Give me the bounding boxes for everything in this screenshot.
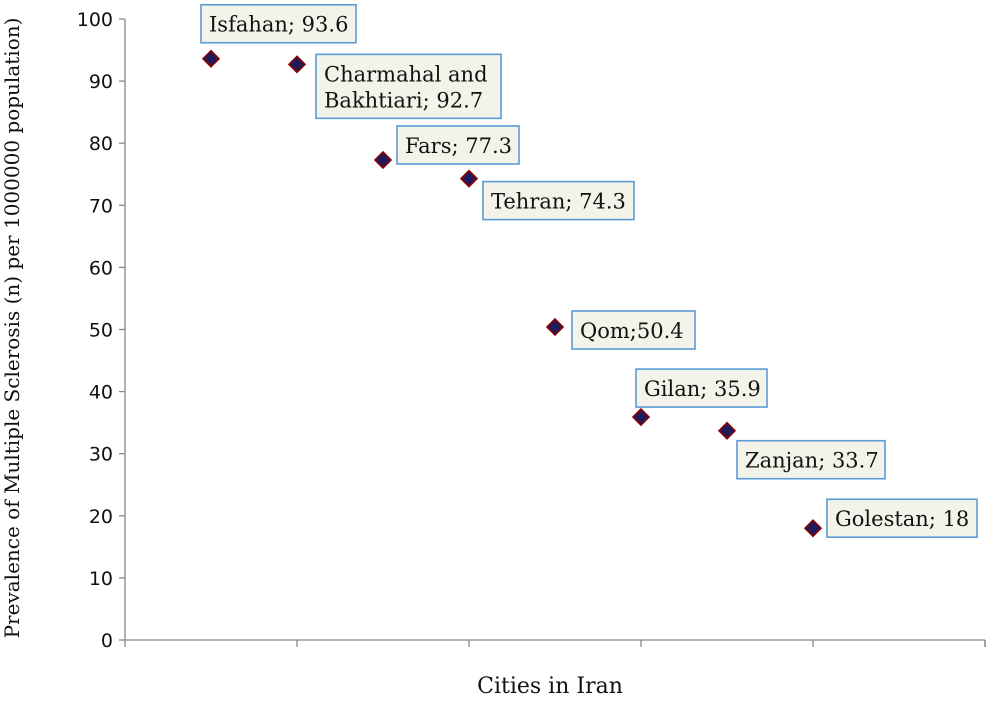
- data-point-marker: [631, 407, 651, 427]
- data-label-callout: Qom;50.4: [571, 310, 696, 350]
- y-tick-label: 10: [89, 568, 113, 590]
- data-label: Golestan; 18: [835, 507, 969, 531]
- data-point-marker: [803, 519, 823, 538]
- callout-box: [635, 368, 768, 408]
- y-axis-ticks: 0 10 20 30 40 50 60 70 80 90 100: [77, 9, 125, 652]
- data-label: Zanjan; 33.7: [745, 449, 879, 473]
- data-label: Isfahan; 93.6: [209, 13, 348, 37]
- data-label: Tehran; 74.3: [491, 190, 626, 214]
- callout-box: [315, 53, 502, 120]
- data-point-marker: [459, 169, 479, 188]
- data-point-marker: [373, 150, 393, 170]
- callout-box: [200, 3, 357, 44]
- data-label-callout: Gilan; 35.9: [635, 368, 768, 408]
- y-tick-label: 40: [89, 382, 113, 404]
- callout-box: [396, 125, 520, 165]
- data-label: Fars; 77.3: [405, 134, 512, 158]
- y-tick-label: 30: [89, 444, 113, 466]
- y-tick-label: 100: [77, 9, 113, 31]
- data-label-callout: Golestan; 18: [826, 498, 978, 539]
- data-point-marker: [201, 49, 221, 68]
- data-label: Gilan; 35.9: [644, 377, 761, 401]
- y-axis-title: Prevalence of Multiple Sclerosis (n) per…: [0, 18, 24, 639]
- callout-box: [482, 180, 635, 221]
- x-axis-title: Cities in Iran: [477, 674, 623, 699]
- data-label-callout: Tehran; 74.3: [482, 180, 635, 221]
- data-point-marker: [287, 55, 307, 74]
- data-label-callout: Zanjan; 33.7: [736, 439, 886, 480]
- callout-box: [571, 310, 696, 350]
- y-tick-label: 80: [89, 133, 113, 155]
- callout-box: [736, 439, 886, 480]
- data-point-marker: [545, 317, 565, 337]
- data-points: [201, 49, 823, 538]
- y-tick-label: 20: [89, 506, 113, 528]
- data-label: Charmahal and: [324, 62, 488, 86]
- y-tick-label: 50: [89, 320, 113, 342]
- x-axis-ticks: [124, 640, 986, 647]
- data-label: Qom;50.4: [580, 319, 684, 343]
- callout-box: [826, 498, 978, 539]
- data-label-callout: Isfahan; 93.6: [200, 3, 357, 44]
- y-tick-label: 60: [89, 257, 113, 279]
- data-point-marker: [717, 421, 737, 440]
- data-label: Bakhtiari; 92.7: [324, 88, 483, 112]
- y-tick-label: 90: [89, 71, 113, 93]
- data-label-callout: Fars; 77.3: [396, 125, 520, 165]
- y-tick-label: 0: [101, 630, 113, 652]
- y-tick-label: 70: [89, 195, 113, 217]
